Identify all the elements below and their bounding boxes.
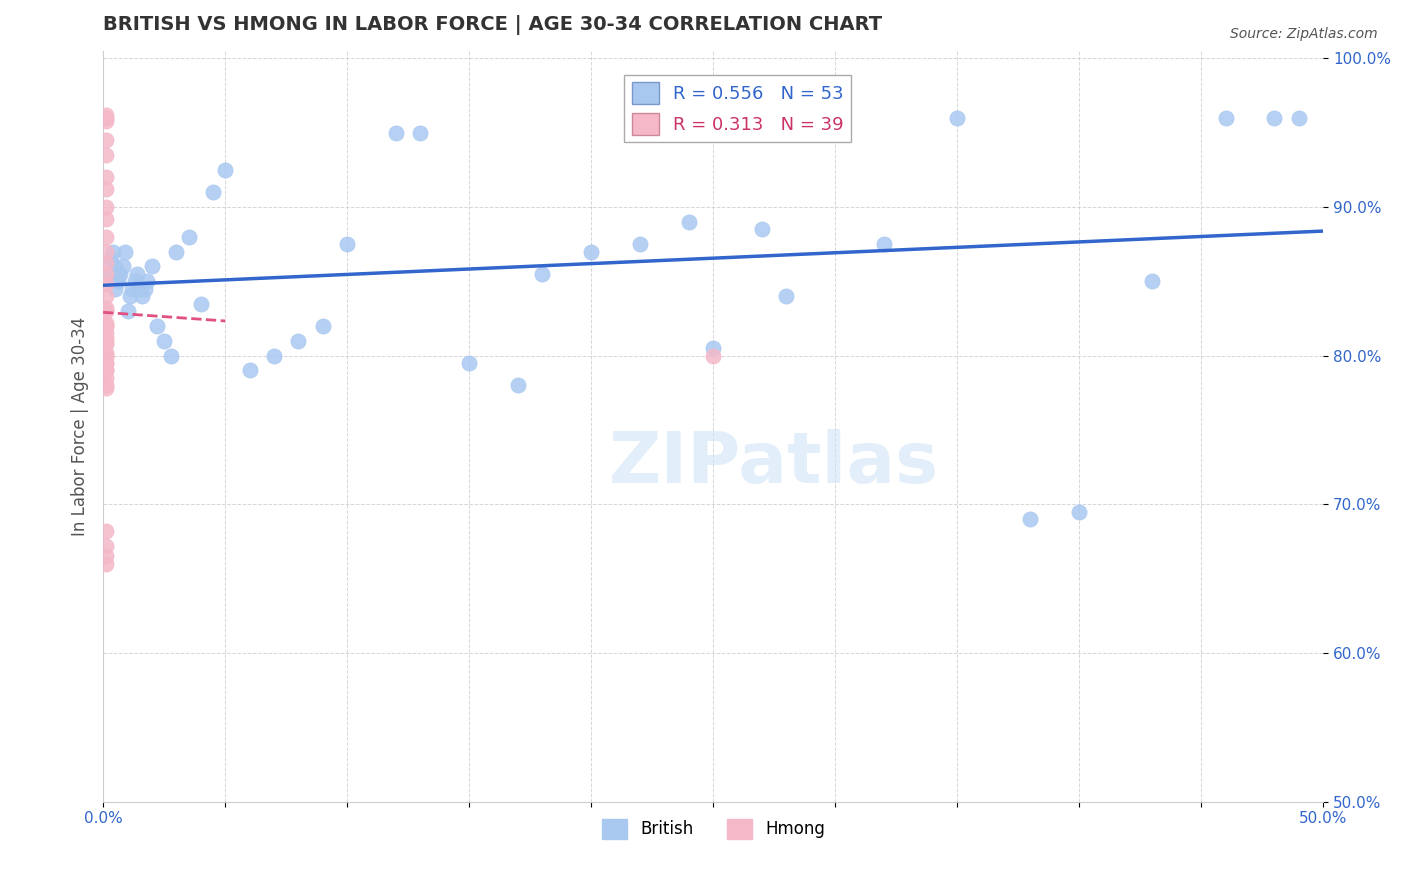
Point (702, 349, 724, 363)
Point (579, 244, 602, 259)
Point (160, 349, 183, 363)
Point (1288, 111, 1310, 125)
Point (94, 113, 117, 128)
Point (104, 260, 127, 274)
Point (141, 260, 163, 274)
Point (946, 111, 969, 125)
Point (385, 126, 408, 140)
Point (94, 524, 117, 538)
Point (97, 267, 120, 281)
Point (506, 378, 529, 392)
Point (124, 274, 146, 288)
Point (94, 301, 117, 315)
Point (111, 260, 134, 274)
Point (94, 549, 117, 564)
Point (190, 296, 212, 310)
Point (104, 282, 127, 296)
Point (678, 215, 700, 229)
Point (94, 108, 117, 122)
Point (94, 345, 117, 359)
Point (107, 267, 129, 281)
Point (751, 222, 773, 236)
Point (165, 244, 187, 259)
Point (1142, 274, 1164, 288)
Point (94, 211, 117, 226)
Point (94, 111, 117, 125)
Point (94, 334, 117, 348)
Point (108, 267, 131, 281)
Point (94, 229, 117, 244)
Point (628, 237, 651, 252)
Point (1215, 111, 1237, 125)
Point (121, 282, 143, 296)
Point (94, 326, 117, 341)
Point (214, 162, 236, 177)
Point (94, 557, 117, 571)
Point (94, 349, 117, 363)
Point (873, 237, 896, 252)
Point (336, 237, 359, 252)
Point (94, 148, 117, 162)
Point (94, 363, 117, 377)
Point (94, 363, 117, 377)
Point (94, 381, 117, 395)
Point (94, 200, 117, 214)
Point (94, 244, 117, 259)
Point (136, 274, 159, 288)
Point (531, 267, 554, 281)
Point (238, 363, 260, 377)
Point (94, 371, 117, 385)
Point (94, 304, 117, 318)
Text: Source: ZipAtlas.com: Source: ZipAtlas.com (1230, 27, 1378, 41)
Point (107, 274, 129, 288)
Point (94, 133, 117, 147)
Point (118, 289, 141, 303)
Point (702, 341, 724, 355)
Point (94, 170, 117, 185)
Point (287, 334, 309, 348)
Point (94, 356, 117, 370)
Point (117, 304, 139, 318)
Point (101, 244, 124, 259)
Point (1263, 111, 1285, 125)
Point (263, 349, 285, 363)
Point (94, 182, 117, 196)
Point (128, 282, 150, 296)
Point (94, 349, 117, 363)
Point (1019, 512, 1042, 526)
Point (146, 318, 169, 333)
Point (94, 318, 117, 333)
Point (94, 356, 117, 370)
Text: BRITISH VS HMONG IN LABOR FORCE | AGE 30-34 CORRELATION CHART: BRITISH VS HMONG IN LABOR FORCE | AGE 30… (103, 15, 882, 35)
Point (127, 267, 149, 281)
Point (94, 378, 117, 392)
Point (94, 256, 117, 270)
Point (94, 289, 117, 303)
Point (409, 126, 432, 140)
Point (100, 252, 122, 266)
Point (94, 267, 117, 281)
Point (94, 336, 117, 351)
Point (177, 229, 200, 244)
Point (94, 318, 117, 333)
Point (134, 282, 156, 296)
Point (153, 334, 176, 348)
Point (114, 244, 136, 259)
Point (312, 318, 335, 333)
Point (201, 185, 224, 199)
Point (1069, 505, 1091, 519)
Point (775, 289, 797, 303)
Point (131, 289, 153, 303)
Point (458, 356, 481, 370)
Text: ZIPatlas: ZIPatlas (609, 429, 939, 499)
Y-axis label: In Labor Force | Age 30-34: In Labor Force | Age 30-34 (72, 317, 89, 536)
Point (94, 277, 117, 292)
Legend: British, Hmong: British, Hmong (595, 812, 831, 846)
Point (94, 316, 117, 330)
Point (94, 539, 117, 553)
Point (94, 331, 117, 345)
Point (824, 111, 846, 125)
